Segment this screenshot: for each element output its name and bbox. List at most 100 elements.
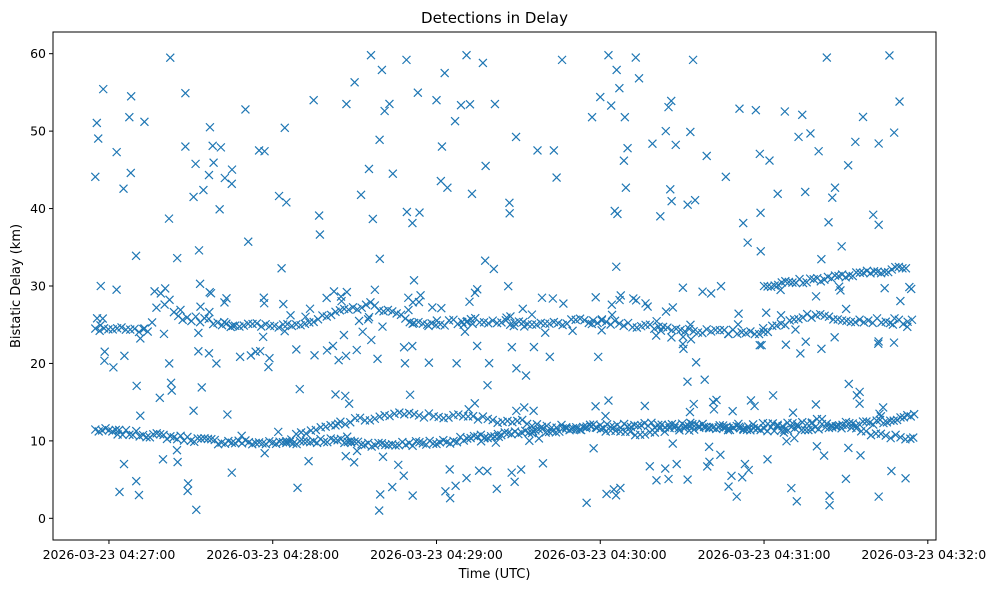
detection-point: [855, 268, 865, 278]
detection-point: [415, 208, 424, 217]
detection-point: [341, 351, 351, 361]
detection-point: [130, 324, 140, 334]
detection-point: [370, 414, 380, 424]
detection-point: [408, 441, 418, 451]
detection-point: [631, 53, 641, 62]
detection-point: [671, 140, 681, 150]
detection-point: [759, 327, 768, 337]
detection-point: [836, 286, 845, 295]
detection-point: [258, 438, 267, 448]
detection-point: [781, 340, 791, 350]
detection-point: [191, 312, 201, 322]
detection-point: [260, 448, 270, 458]
detection-point: [678, 283, 688, 293]
detection-point: [506, 312, 515, 321]
detection-point: [763, 454, 772, 464]
detection-point: [124, 112, 134, 122]
detection-point: [167, 386, 177, 395]
detection-point: [566, 424, 576, 434]
x-axis: 2026-03-23 04:27:00 2026-03-23 04:28:00 20…: [43, 540, 986, 562]
x-tick-label: 2026-03-23 04:27:00: [43, 547, 176, 562]
detection-point: [664, 474, 673, 484]
detection-point: [512, 363, 521, 373]
detection-point: [797, 417, 807, 427]
detection-point: [743, 238, 753, 248]
detection-point: [904, 282, 914, 292]
detection-point: [180, 88, 190, 98]
detection-point: [189, 406, 198, 416]
detection-point: [205, 122, 215, 132]
detection-point: [896, 412, 905, 422]
detection-point: [773, 420, 783, 430]
detection-point: [768, 390, 778, 400]
detection-point: [896, 432, 905, 442]
detection-point: [452, 437, 462, 447]
detection-point: [246, 350, 256, 360]
detection-point: [309, 317, 319, 327]
y-tick-label: 10: [30, 433, 46, 448]
detection-point: [879, 418, 888, 428]
detection-point: [388, 169, 398, 179]
detection-point: [850, 317, 860, 327]
detection-point: [365, 415, 375, 425]
detection-point: [511, 406, 521, 416]
detection-point: [328, 341, 338, 351]
detection-point: [408, 319, 418, 329]
detection-point: [745, 327, 755, 336]
detection-point: [537, 293, 547, 303]
detection-point: [378, 452, 388, 462]
detection-point: [844, 379, 854, 389]
detection-point: [511, 132, 521, 142]
detection-point: [763, 327, 773, 337]
detection-point: [668, 303, 678, 312]
detection-point: [756, 246, 766, 256]
detection-point: [373, 354, 382, 364]
detection-point: [704, 442, 714, 452]
detection-point: [805, 274, 815, 284]
detection-point: [416, 290, 425, 300]
detection-point: [683, 475, 693, 485]
detection-point: [166, 378, 176, 388]
detections-series: [90, 50, 919, 515]
detection-point: [445, 493, 455, 503]
detection-point: [873, 339, 883, 349]
detection-point: [409, 275, 419, 285]
detection-point: [94, 427, 104, 436]
detection-point: [368, 214, 378, 224]
detection-point: [772, 321, 782, 331]
detection-point: [131, 251, 141, 261]
detection-point: [786, 483, 796, 493]
detection-point: [380, 106, 390, 116]
detection-point: [220, 298, 229, 307]
detection-point: [394, 408, 404, 417]
detection-point: [364, 312, 374, 322]
detection-point: [237, 431, 247, 441]
detection-point: [878, 403, 888, 412]
x-tick-label: 2026-03-23 04:28:00: [206, 547, 339, 562]
detection-point: [193, 328, 203, 338]
detection-point: [354, 316, 364, 326]
detection-point: [265, 353, 274, 363]
detection-point: [393, 460, 403, 470]
detection-point: [582, 498, 592, 508]
detection-point: [366, 50, 376, 60]
detection-point: [152, 303, 161, 313]
detection-point: [490, 99, 500, 109]
detection-point: [340, 391, 350, 401]
detection-point: [432, 95, 441, 105]
detection-point: [473, 415, 483, 424]
detection-point: [115, 487, 124, 497]
detection-point: [220, 173, 230, 183]
detection-point: [93, 134, 103, 144]
detection-point: [206, 434, 216, 444]
detection-point: [334, 355, 344, 365]
detection-point: [113, 429, 123, 439]
detection-point: [819, 451, 829, 461]
detection-point: [640, 430, 650, 439]
detection-point: [482, 466, 492, 476]
detection-point: [807, 313, 816, 323]
detection-point: [344, 399, 354, 409]
detection-point: [728, 406, 738, 416]
detection-point: [841, 304, 851, 314]
detection-point: [274, 191, 284, 201]
